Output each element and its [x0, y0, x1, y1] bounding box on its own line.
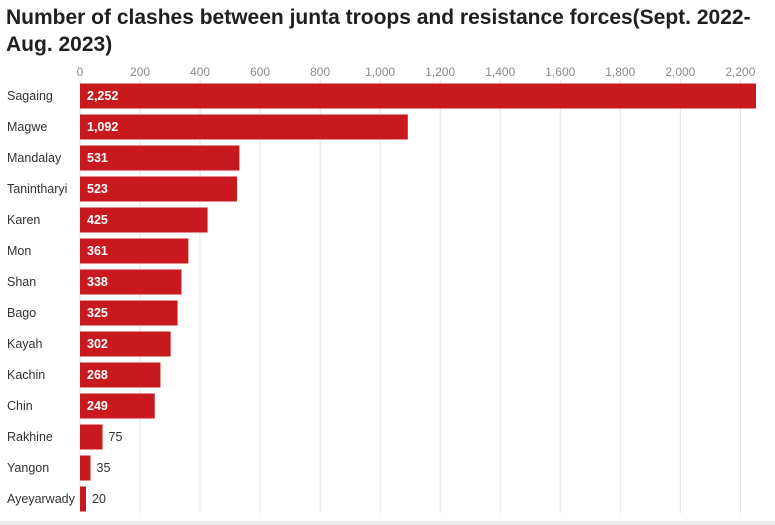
x-tick-label: 1,000 [365, 65, 395, 79]
category-label: Ayeyarwady [7, 492, 76, 506]
category-label: Tanintharyi [7, 182, 67, 196]
x-tick-label: 1,600 [545, 65, 575, 79]
x-tick-label: 1,200 [425, 65, 455, 79]
bar [80, 114, 408, 140]
bar [80, 331, 171, 357]
x-tick-label: 600 [250, 65, 270, 79]
x-tick-label: 1,400 [485, 65, 515, 79]
x-tick-label: 0 [77, 65, 84, 79]
category-label: Chin [7, 399, 33, 413]
data-label: 523 [87, 182, 108, 196]
data-label: 20 [92, 492, 106, 506]
bar [80, 176, 237, 202]
data-label: 75 [109, 430, 123, 444]
data-label: 1,092 [87, 120, 118, 134]
data-label: 531 [87, 151, 108, 165]
data-label: 302 [87, 337, 108, 351]
bottom-divider [0, 521, 775, 525]
x-tick-label: 400 [190, 65, 210, 79]
bar [80, 207, 208, 233]
data-label: 425 [87, 213, 108, 227]
category-label: Bago [7, 306, 36, 320]
bar [80, 486, 87, 512]
category-label: Mandalay [7, 151, 62, 165]
data-label: 2,252 [87, 89, 118, 103]
category-label: Kayah [7, 337, 42, 351]
x-tick-label: 800 [310, 65, 330, 79]
category-label: Rakhine [7, 430, 53, 444]
data-label: 35 [97, 461, 111, 475]
category-label: Mon [7, 244, 31, 258]
bar [80, 269, 182, 295]
x-tick-label: 2,200 [725, 65, 755, 79]
data-label: 361 [87, 244, 108, 258]
category-label: Shan [7, 275, 36, 289]
bar [80, 393, 155, 419]
category-label: Sagaing [7, 89, 53, 103]
bar [80, 83, 756, 109]
bar [80, 455, 91, 481]
data-label: 268 [87, 368, 108, 382]
x-tick-label: 200 [130, 65, 150, 79]
data-label: 325 [87, 306, 108, 320]
category-label: Yangon [7, 461, 49, 475]
bar [80, 362, 161, 388]
category-label: Magwe [7, 120, 47, 134]
data-label: 249 [87, 399, 108, 413]
bar [80, 300, 178, 326]
chart-title: Number of clashes between junta troops a… [6, 6, 751, 56]
x-tick-label: 1,800 [605, 65, 635, 79]
bar [80, 238, 189, 264]
category-label: Kachin [7, 368, 45, 382]
bar [80, 145, 240, 171]
category-label: Karen [7, 213, 40, 227]
bar [80, 424, 103, 450]
x-tick-label: 2,000 [665, 65, 695, 79]
data-label: 338 [87, 275, 108, 289]
